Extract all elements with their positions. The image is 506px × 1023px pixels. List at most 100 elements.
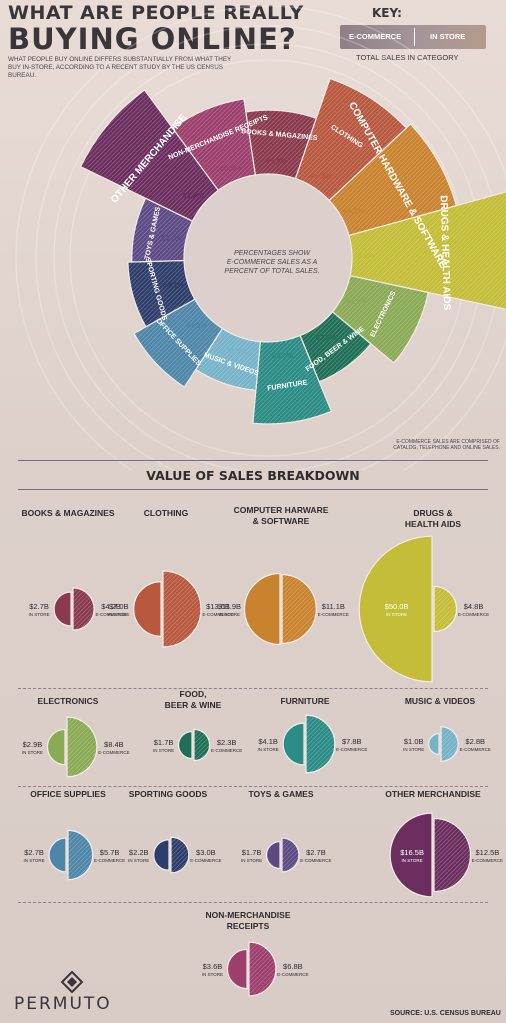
instore-caption: IN STORE — [108, 612, 129, 617]
row-divider-1 — [18, 688, 488, 689]
ring-percent-electronics: 74.1% — [345, 297, 367, 306]
split-circle-music-videos — [428, 726, 459, 762]
category-title-other-merchandise: OTHER MERCHANDISE — [385, 789, 481, 799]
ecommerce-value-other-merchandise: $12.5B — [476, 848, 500, 857]
category-title-sporting-goods: SPORTING GOODS — [129, 789, 208, 799]
category-title-toys-games: TOYS & GAMES — [248, 789, 313, 799]
ecommerce-half-music-videos — [440, 726, 459, 762]
category-title-office-supplies: OFFICE SUPPLIES — [30, 789, 106, 799]
instore-half-toys-games — [265, 840, 281, 870]
ring-percent-computer-hardware-software: 48.1% — [343, 206, 365, 215]
ring-percent-other-merchandise: 43.2% — [182, 191, 204, 200]
source-credit: SOURCE: U.S. CENSUS BUREAU — [390, 1010, 501, 1017]
ecommerce-hatch — [171, 837, 189, 873]
category-title-clothing: CLOTHING — [144, 508, 189, 518]
ecommerce-value-non-merchandise-receipts: $6.8B — [283, 962, 303, 971]
instore-half-books-magazines — [53, 591, 72, 627]
ecommerce-hatch — [282, 574, 317, 644]
row-divider-3 — [18, 902, 488, 903]
ecommerce-value-electronics: $8.4B — [104, 740, 124, 749]
halo-circle — [15, 5, 506, 470]
category-title-music-videos: MUSIC & VIDEOS — [405, 696, 476, 706]
split-circle-books-magazines — [53, 587, 95, 631]
center-note-line: PERCENTAGES SHOW — [234, 250, 311, 257]
ring-percent-furniture: 65.8% — [272, 351, 294, 360]
center-note-line: E-COMMERCE SALES AS A — [227, 259, 318, 266]
ecommerce-half-other-merchandise — [433, 817, 471, 893]
ecommerce-half-toys-games — [281, 837, 300, 873]
ring-segment-hatch — [80, 90, 219, 222]
instore-value-electronics: $2.9B — [23, 740, 43, 749]
ring-segment-hatch — [245, 110, 317, 179]
page-subtitle: WHAT PEOPLE BUY ONLINE DIFFERS SUBSTANTI… — [8, 56, 232, 79]
instore-caption: IN STORE — [241, 858, 262, 863]
ecommerce-value-music-videos: $2.8B — [465, 737, 485, 746]
page-title-line1: WHAT ARE PEOPLE REALLY — [8, 2, 304, 24]
ring-percent-food-beer-wine: 57.9% — [315, 333, 337, 342]
header: WHAT ARE PEOPLE REALLY BUYING ONLINE? WH… — [0, 0, 506, 80]
divider-top — [18, 460, 488, 461]
ecommerce-hatch — [194, 729, 210, 761]
ecommerce-caption: E-COMMERCE — [472, 858, 503, 863]
key-divider — [414, 28, 415, 46]
instore-value-books-magazines: $2.7B — [29, 602, 49, 611]
donut-hole — [184, 174, 352, 342]
ecommerce-caption: E-COMMERCE — [336, 747, 367, 752]
instore-caption: IN STORE — [386, 612, 407, 617]
instore-half-furniture — [282, 722, 305, 766]
ring-segment-hatch — [252, 335, 332, 424]
ecommerce-half-electronics — [66, 716, 98, 778]
ecommerce-caption: E-COMMERCE — [277, 972, 308, 977]
instore-value-music-videos: $1.0B — [404, 737, 424, 746]
ring-percent-non-merchandise-receipts: 65.5% — [220, 163, 242, 172]
category-title-non-merchandise-receipts: NON-MERCHANDISE RECEIPTS — [206, 910, 291, 931]
category-title-drugs-health-aids: DRUGS & HEALTH AIDS — [405, 508, 462, 529]
ring-percent-labels: 43.2% 65.5% 61.0% 65.9% 48.1% 8.8% 74.1% 57.9% 6… — [162, 156, 375, 359]
ecommerce-value-office-supplies: $5.7B — [100, 848, 120, 857]
ecommerce-hatch — [434, 586, 457, 632]
ring-segment-hatch — [131, 198, 193, 263]
key-subtitle: TOTAL SALES IN CATEGORY — [356, 53, 459, 62]
split-circle-sporting-goods — [153, 836, 190, 874]
split-circle-toys-games — [265, 837, 300, 873]
ring-segment-hatch — [329, 124, 457, 236]
ecommerce-value-drugs-health-aids: $4.8B — [464, 602, 484, 611]
instore-half-food-beer-wine — [177, 730, 193, 760]
ecommerce-value-computer-harware-software: $11.1B — [322, 602, 345, 611]
ring-percent-clothing: 65.9% — [311, 172, 333, 181]
instore-caption: IN STORE — [22, 750, 43, 755]
ecommerce-half-computer-harware-software — [281, 574, 317, 644]
ring-segment-hatch — [127, 260, 195, 327]
ecommerce-value-furniture: $7.8B — [342, 737, 362, 746]
ecommerce-hatch — [249, 942, 276, 996]
key-instore-label: IN STORE — [430, 32, 466, 41]
ring-label-drugs-health-aids: DRUGS & HEALTH AIDS — [438, 195, 452, 311]
ecommerce-caption: E-COMMERCE — [300, 858, 331, 863]
instore-value-furniture: $4.1B — [258, 737, 278, 746]
ecommerce-half-furniture — [305, 714, 336, 774]
ring-segment-hatch — [195, 328, 261, 391]
split-circle-food-beer-wine — [177, 728, 211, 762]
center-note-line: PERCENT OF TOTAL SALES. — [224, 268, 319, 275]
page-title-line2: BUYING ONLINE? — [8, 22, 297, 56]
ecommerce-hatch — [73, 587, 95, 631]
ecommerce-value-sporting-goods: $3.0B — [196, 848, 216, 857]
instore-half-computer-harware-software — [244, 572, 281, 646]
ecommerce-caption: E-COMMERCE — [95, 612, 126, 617]
split-circle-clothing — [133, 570, 202, 648]
split-circle-furniture — [282, 714, 336, 774]
instore-caption: IN STORE — [219, 612, 240, 617]
ring-percent-books-magazines: 61.0% — [266, 156, 288, 165]
ecommerce-hatch — [163, 571, 201, 647]
category-title-books-magazines: BOOKS & MAGAZINES — [21, 508, 114, 518]
ecommerce-value-food-beer-wine: $2.3B — [217, 738, 237, 747]
instore-half-sporting-goods — [153, 839, 170, 871]
ring-segment-hatch — [295, 78, 407, 201]
key-ecommerce-label: E-COMMERCE — [349, 32, 402, 41]
instore-half-drugs-health-aids — [358, 535, 433, 683]
ring-percent-music-videos: 74.0% — [225, 347, 247, 356]
category-title-food-beer-wine: FOOD, BEER & WINE — [165, 689, 222, 710]
instore-value-non-merchandise-receipts: $3.6B — [203, 962, 223, 971]
instore-half-music-videos — [428, 733, 440, 755]
center-note: PERCENTAGES SHOW E-COMMERCE SALES AS A PER… — [224, 250, 319, 275]
